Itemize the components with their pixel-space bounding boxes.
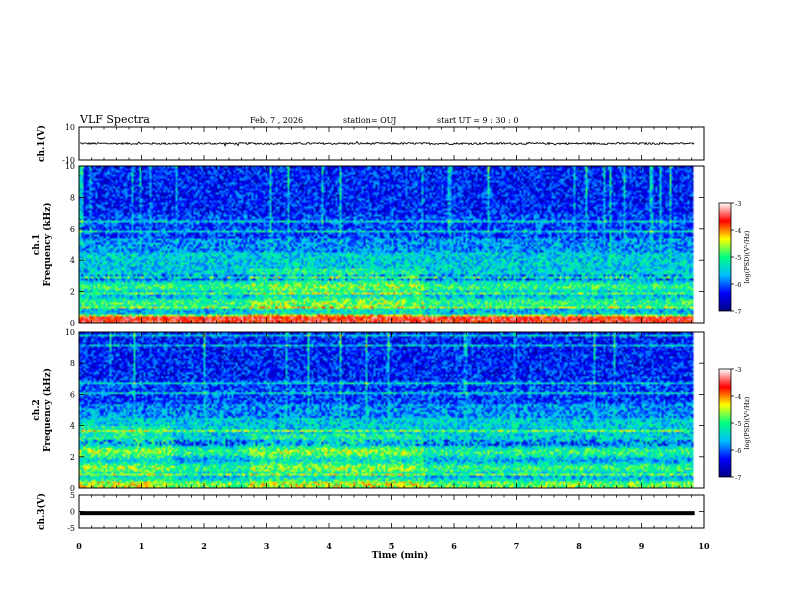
ch1-waveform-panel: 10 -10 ch.1(V): [36, 123, 705, 165]
ch1-waveform-ytick-label: -10: [62, 156, 75, 165]
ch3-waveform-panel: 5 0 -5 ch.3(V): [36, 491, 705, 533]
ch1-colorbar: -3 -4 -5 -6 -7 log(PSD)(V²/Hz): [718, 200, 751, 316]
ch2-colorbar-tick-label: -3: [735, 366, 741, 374]
x-axis-label: Time (min): [372, 550, 429, 561]
ch2-colorbar-label: log(PSD)(V²/Hz): [743, 396, 751, 449]
ch2-colorbar-tick-label: -5: [735, 420, 741, 428]
ch1-colorbar-gradient: [718, 202, 732, 312]
ch1-spectrogram-ylabel: ch.1Frequency (kHz): [32, 202, 53, 286]
ch2-spectrogram-heatmap: [79, 332, 704, 488]
ch1-waveform-trace: [79, 140, 695, 148]
x-tick-label: 6: [451, 541, 457, 551]
x-tick-label: 0: [76, 541, 82, 551]
ch2-colorbar-tick-label: -4: [735, 393, 741, 401]
ch1-spectrogram-ytick-label: 8: [70, 193, 75, 202]
figure-station: station= OUJ: [343, 116, 396, 125]
ch2-colorbar: -3 -4 -5 -6 -7 log(PSD)(V²/Hz): [718, 366, 751, 482]
x-tick-label: 9: [639, 541, 645, 551]
ch2-colorbar-tick-label: -7: [735, 474, 741, 482]
ch1-colorbar-tick-label: -7: [735, 308, 741, 316]
ch2-spectrogram-ytick-label: 0: [70, 484, 75, 493]
x-tick-label: 1: [139, 541, 145, 551]
ch1-colorbar-tick-label: -5: [735, 254, 741, 262]
x-tick-label: 2: [201, 541, 207, 551]
ch2-spectrogram-ylabel: ch.2Frequency (kHz): [32, 368, 53, 452]
ch1-spectrogram-ytick-label: 4: [70, 256, 75, 265]
ch1-waveform-ylabel: ch.1(V): [36, 125, 47, 162]
time-axis: 0 1 2 3 4 5 6 7 8 9 10: [76, 541, 710, 551]
ch1-spectrogram-heatmap: [79, 166, 704, 323]
ch2-spectrogram-ytick-label: 6: [70, 390, 75, 399]
x-tick-label: 7: [514, 541, 520, 551]
ch1-colorbar-tick-label: -6: [735, 281, 741, 289]
x-tick-label: 3: [264, 541, 270, 551]
ch1-spectrogram-ytick-label: 6: [70, 225, 75, 234]
ch2-colorbar-gradient: [718, 368, 732, 478]
x-tick-label: 5: [389, 541, 395, 551]
ch3-waveform-trace: [80, 511, 695, 516]
x-tick-label: 8: [576, 541, 582, 551]
ch3-waveform-ytick-label: -5: [67, 524, 75, 533]
ch1-waveform-ytick-label: 10: [65, 123, 75, 132]
ch1-spectrogram-ytick-label: 10: [65, 162, 75, 171]
ch2-spectrogram-panel: 0 2 4 6 8 10 ch.2Frequency (kHz): [32, 328, 705, 493]
figure-date: Feb. 7 , 2026: [250, 116, 303, 125]
ch2-spectrogram-ytick-label: 4: [70, 422, 75, 431]
ch1-colorbar-label: log(PSD)(V²/Hz): [743, 230, 751, 283]
ch1-spectrogram-ytick-label: 2: [70, 288, 75, 297]
ch2-spectrogram-ytick-label: 2: [70, 453, 75, 462]
ch1-colorbar-tick-label: -4: [735, 227, 741, 235]
ch1-colorbar-tick-label: -3: [735, 200, 741, 208]
ch2-spectrogram-ytick-label: 8: [70, 359, 75, 368]
x-tick-label: 4: [326, 541, 332, 551]
figure-title: VLF Spectra: [79, 113, 150, 126]
ch3-waveform-ytick-label: 5: [70, 491, 75, 500]
ch3-waveform-ylabel: ch.3(V): [36, 493, 47, 530]
ch2-colorbar-tick-label: -6: [735, 447, 741, 455]
ch2-spectrogram-ytick-label: 10: [65, 328, 75, 337]
ch1-spectrogram-ytick-label: 0: [70, 319, 75, 328]
ch1-spectrogram-panel: 0 2 4 6 8 10 ch.1Frequency (kHz): [32, 162, 705, 328]
x-tick-label: 10: [698, 541, 710, 551]
figure-start-time: start UT = 9 : 30 : 0: [437, 116, 518, 125]
ch3-waveform-ytick-label: 0: [70, 508, 75, 517]
